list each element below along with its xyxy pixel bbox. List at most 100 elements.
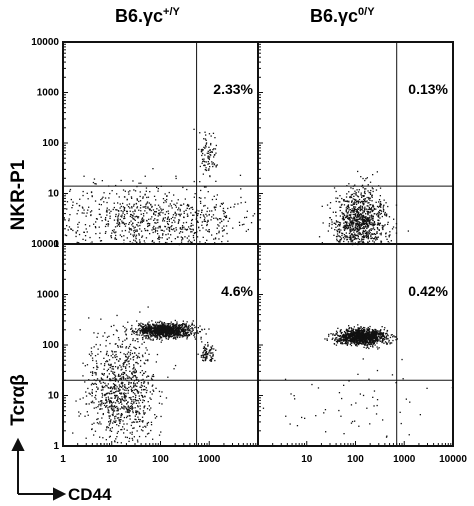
event-dot — [130, 229, 133, 231]
event-dot — [152, 168, 154, 170]
event-dot — [132, 392, 135, 394]
event-dot — [101, 378, 103, 380]
event-dot — [376, 236, 378, 239]
event-dot — [149, 409, 151, 411]
event-dot — [330, 333, 332, 335]
event-dot — [85, 403, 87, 405]
event-dot — [168, 330, 170, 332]
event-dot — [354, 237, 356, 239]
event-dot — [203, 350, 205, 352]
event-dot — [368, 196, 370, 199]
event-dot — [134, 368, 136, 370]
event-dot — [168, 191, 170, 194]
event-dot — [364, 220, 366, 222]
event-dot — [161, 330, 163, 332]
event-dot — [146, 229, 148, 232]
event-dot — [353, 326, 355, 328]
event-dot — [377, 219, 379, 221]
event-dot — [362, 204, 365, 206]
event-dot — [123, 217, 125, 220]
event-dot — [349, 330, 351, 333]
event-dot — [158, 402, 161, 404]
event-dot — [364, 179, 366, 182]
event-dot — [155, 227, 157, 229]
event-dot — [381, 326, 383, 328]
event-dot — [354, 214, 357, 216]
event-dot — [343, 238, 346, 240]
event-dot — [181, 231, 184, 233]
event-dot — [170, 335, 172, 337]
event-dot — [206, 152, 208, 154]
event-dot — [152, 231, 154, 234]
event-dot — [367, 342, 370, 344]
event-dot — [366, 219, 368, 222]
event-dot — [341, 203, 343, 206]
event-dot — [154, 324, 156, 326]
event-dot — [207, 230, 209, 232]
event-dot — [122, 377, 124, 379]
event-dot — [211, 163, 213, 165]
event-dot — [117, 430, 119, 433]
event-dot — [141, 401, 144, 404]
event-dot — [346, 239, 348, 241]
event-dot — [322, 222, 324, 224]
y-tick-label: 10000 — [31, 37, 59, 48]
event-dot — [247, 228, 249, 231]
event-dot — [199, 181, 201, 183]
event-dot — [111, 405, 113, 407]
event-dot — [351, 204, 353, 206]
event-dot — [152, 438, 154, 440]
event-dot — [372, 227, 375, 229]
event-dot — [121, 428, 123, 431]
event-dot — [351, 234, 354, 236]
event-dot — [184, 325, 186, 327]
event-dot — [338, 235, 340, 237]
event-dot — [253, 213, 256, 215]
event-dot — [209, 350, 211, 352]
event-dot — [104, 232, 107, 234]
scatter-panel-4: 0.42% — [257, 243, 454, 447]
event-dot — [386, 213, 388, 215]
event-dot — [191, 330, 193, 333]
event-dot — [110, 325, 112, 328]
event-dot — [82, 362, 84, 364]
event-dot — [367, 337, 369, 340]
event-dot — [133, 232, 136, 234]
event-dot — [173, 331, 175, 333]
event-dot — [125, 223, 127, 225]
event-dot — [103, 402, 105, 404]
event-dot — [368, 206, 370, 209]
event-dot — [382, 207, 384, 209]
event-dot — [180, 328, 183, 330]
event-dot — [83, 231, 85, 233]
event-dot — [95, 390, 97, 393]
event-dot — [70, 228, 73, 230]
event-dot — [170, 321, 172, 323]
event-dot — [106, 214, 108, 216]
event-dot — [105, 399, 108, 401]
event-dot — [141, 221, 143, 223]
event-dot — [105, 339, 107, 342]
event-dot — [372, 228, 374, 230]
event-dot — [136, 338, 138, 340]
event-dot — [199, 241, 201, 243]
event-dot — [136, 199, 138, 201]
event-dot — [371, 217, 374, 219]
event-dot — [118, 419, 120, 421]
event-dot — [377, 332, 379, 334]
event-dot — [140, 392, 142, 394]
event-dot — [202, 359, 204, 361]
event-dot — [383, 209, 385, 211]
event-dot — [140, 386, 142, 389]
event-dot — [206, 239, 208, 241]
event-dot — [373, 213, 375, 215]
event-dot — [358, 225, 360, 227]
event-dot — [156, 337, 159, 339]
event-dot — [359, 222, 361, 224]
event-dot — [368, 343, 370, 346]
event-dot — [370, 217, 372, 219]
event-dot — [246, 210, 248, 212]
event-dot — [120, 415, 123, 417]
event-dot — [381, 340, 384, 342]
